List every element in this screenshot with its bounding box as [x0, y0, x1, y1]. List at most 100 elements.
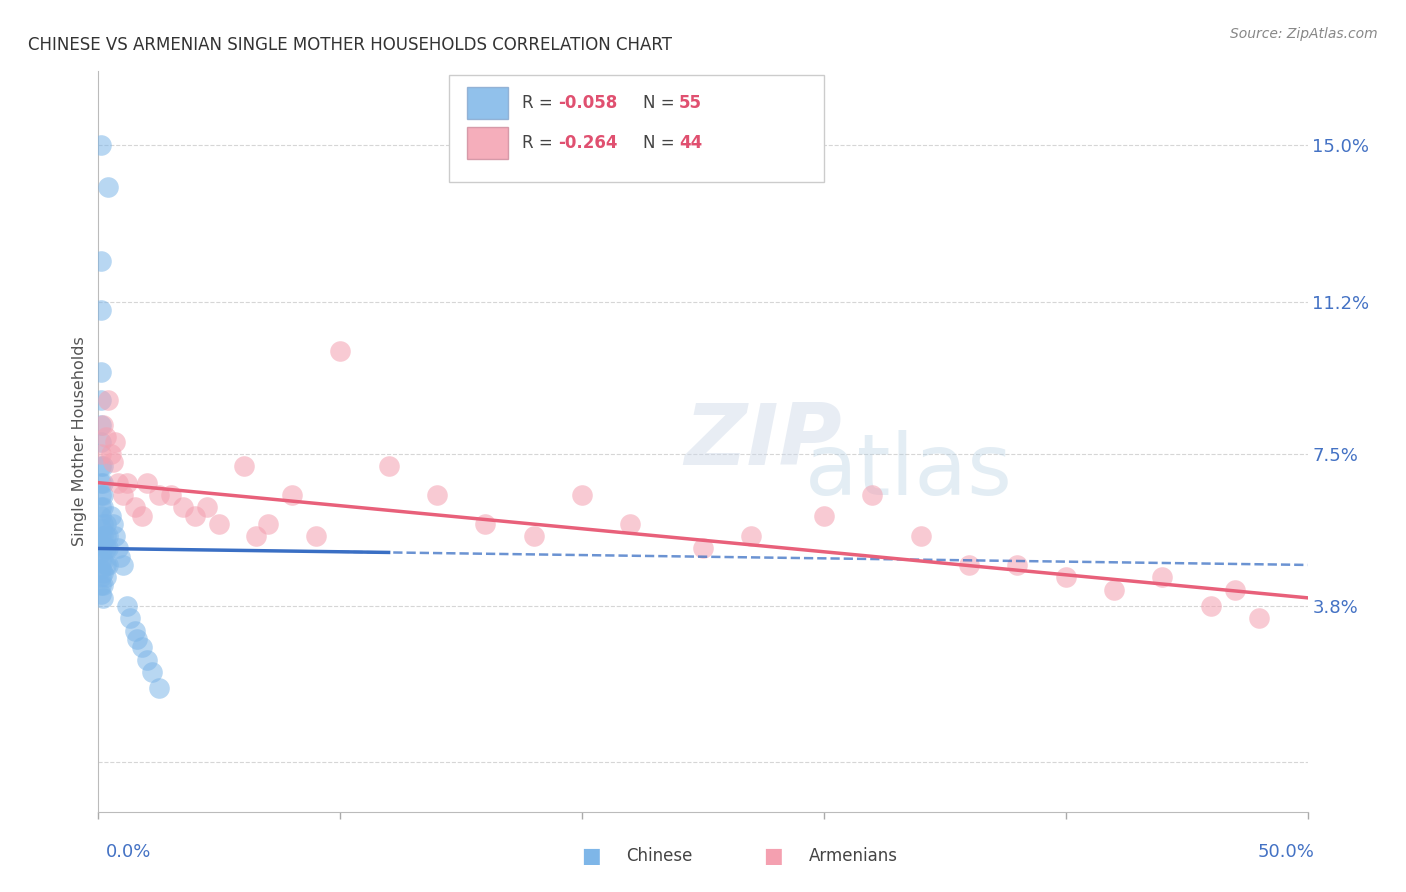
- Point: [90, 529, 112, 543]
- Point: [90, 418, 112, 433]
- Text: ■: ■: [763, 847, 783, 866]
- Text: R =: R =: [522, 134, 558, 153]
- Text: 0.0%: 0.0%: [105, 843, 150, 861]
- Point: [426, 488, 449, 502]
- FancyBboxPatch shape: [467, 127, 509, 160]
- FancyBboxPatch shape: [449, 75, 824, 183]
- Point: [195, 500, 218, 515]
- Point: [813, 508, 835, 523]
- Point: [111, 488, 134, 502]
- Text: ZIP: ZIP: [685, 400, 842, 483]
- Point: [910, 529, 932, 543]
- Text: atlas: atlas: [804, 430, 1012, 513]
- Point: [208, 516, 231, 531]
- Point: [131, 640, 153, 655]
- Point: [1054, 570, 1077, 584]
- Point: [141, 665, 163, 679]
- Text: CHINESE VS ARMENIAN SINGLE MOTHER HOUSEHOLDS CORRELATION CHART: CHINESE VS ARMENIAN SINGLE MOTHER HOUSEH…: [28, 36, 672, 54]
- Point: [692, 541, 714, 556]
- Point: [94, 558, 117, 572]
- Point: [90, 434, 112, 449]
- Point: [97, 541, 120, 556]
- Point: [94, 541, 117, 556]
- Point: [90, 447, 112, 461]
- Point: [97, 558, 120, 572]
- Point: [1249, 611, 1271, 625]
- Point: [107, 475, 129, 490]
- Point: [90, 546, 112, 560]
- Point: [377, 459, 399, 474]
- Point: [101, 516, 124, 531]
- Point: [160, 488, 183, 502]
- Point: [148, 488, 170, 502]
- Text: ■: ■: [581, 847, 600, 866]
- Point: [90, 459, 112, 474]
- Point: [619, 516, 641, 531]
- Point: [90, 138, 112, 153]
- Point: [97, 179, 120, 194]
- Text: N =: N =: [643, 134, 679, 153]
- Point: [124, 500, 146, 515]
- Point: [90, 365, 112, 379]
- Point: [108, 549, 131, 564]
- Point: [232, 459, 254, 474]
- Point: [91, 475, 114, 490]
- Point: [91, 529, 114, 543]
- Point: [256, 516, 278, 531]
- Point: [90, 508, 112, 523]
- Point: [91, 459, 114, 474]
- Point: [571, 488, 593, 502]
- Point: [91, 418, 114, 433]
- Point: [91, 591, 114, 605]
- Point: [97, 393, 120, 408]
- Point: [91, 566, 114, 581]
- Point: [90, 393, 112, 408]
- Point: [104, 434, 127, 449]
- Point: [118, 611, 141, 625]
- Point: [90, 570, 112, 584]
- Point: [91, 578, 114, 592]
- Point: [329, 344, 352, 359]
- Point: [740, 529, 762, 543]
- Point: [90, 488, 112, 502]
- Point: [90, 475, 112, 490]
- Text: Chinese: Chinese: [626, 847, 692, 865]
- Text: -0.264: -0.264: [558, 134, 617, 153]
- Point: [523, 529, 546, 543]
- Point: [172, 500, 194, 515]
- Point: [90, 500, 112, 515]
- Point: [111, 558, 134, 572]
- Y-axis label: Single Mother Households: Single Mother Households: [72, 336, 87, 547]
- Point: [957, 558, 980, 572]
- Point: [245, 529, 267, 543]
- Text: R =: R =: [522, 95, 558, 112]
- Point: [91, 541, 114, 556]
- Point: [94, 570, 117, 584]
- Point: [135, 652, 157, 666]
- Point: [148, 681, 170, 696]
- Point: [100, 447, 122, 461]
- Point: [107, 541, 129, 556]
- Point: [131, 508, 153, 523]
- Point: [104, 529, 127, 543]
- Point: [90, 578, 112, 592]
- Point: [1102, 582, 1125, 597]
- Text: Armenians: Armenians: [808, 847, 897, 865]
- Text: Source: ZipAtlas.com: Source: ZipAtlas.com: [1230, 27, 1378, 41]
- Point: [94, 529, 117, 543]
- Point: [1199, 599, 1222, 613]
- Point: [94, 516, 117, 531]
- Point: [281, 488, 304, 502]
- Point: [127, 632, 149, 646]
- Point: [90, 562, 112, 576]
- Point: [90, 537, 112, 551]
- Point: [90, 253, 112, 268]
- Point: [91, 554, 114, 568]
- Point: [90, 587, 112, 601]
- Point: [135, 475, 157, 490]
- Point: [184, 508, 207, 523]
- Point: [117, 599, 139, 613]
- Text: 50.0%: 50.0%: [1258, 843, 1315, 861]
- Point: [90, 521, 112, 535]
- Text: 44: 44: [679, 134, 702, 153]
